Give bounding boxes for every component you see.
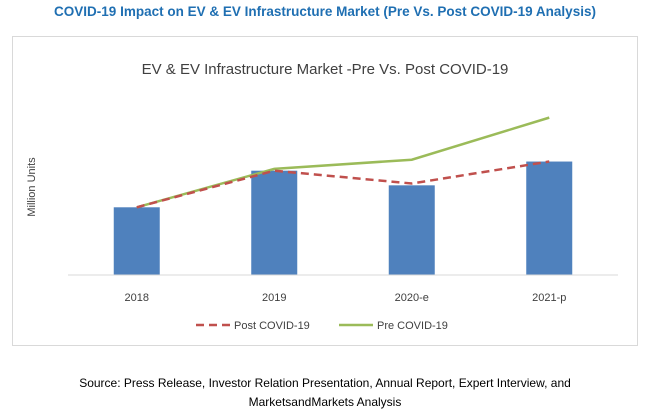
x-tick-1: 2019 [262, 292, 286, 304]
chart-svg: EV & EV Infrastructure Market -Pre Vs. P… [26, 61, 618, 332]
source-line-2: MarketsandMarkets Analysis [248, 395, 402, 409]
bar-1 [251, 170, 298, 275]
legend-label-1: Pre COVID-19 [377, 320, 448, 332]
x-tick-2: 2020-e [395, 292, 429, 304]
chart-title: EV & EV Infrastructure Market -Pre Vs. P… [142, 61, 509, 78]
legend-label-0: Post COVID-19 [234, 320, 310, 332]
bar-2 [388, 185, 435, 275]
source-note: Source: Press Release, Investor Relation… [0, 374, 650, 412]
y-axis-label: Million Units [26, 157, 38, 217]
x-tick-3: 2021-p [532, 292, 566, 304]
x-ticks-group: 2018 2019 2020-e 2021-p [125, 292, 567, 304]
bar-3 [526, 161, 573, 275]
figure-title: COVID-19 Impact on EV & EV Infrastructur… [54, 4, 596, 19]
lines-group [136, 116, 550, 209]
line-series-0 [136, 160, 550, 209]
source-line-1: Source: Press Release, Investor Relation… [79, 376, 571, 390]
x-tick-0: 2018 [125, 292, 149, 304]
legend: Post COVID-19 Pre COVID-19 [196, 320, 448, 332]
chart-frame: EV & EV Infrastructure Market -Pre Vs. P… [12, 36, 638, 346]
bar-0 [113, 207, 160, 275]
line-series-1 [136, 116, 550, 209]
bars-group [113, 161, 573, 275]
